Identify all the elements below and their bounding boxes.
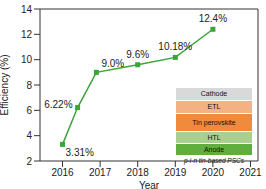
html-text:HTL: HTL xyxy=(207,134,221,141)
svg-text:3.31%: 3.31% xyxy=(66,147,94,158)
svg-text:2: 2 xyxy=(26,156,32,167)
html-text:Cathode: Cathode xyxy=(200,90,228,97)
svg-text:10: 10 xyxy=(21,54,33,65)
svg-text:2020: 2020 xyxy=(202,167,225,178)
svg-text:4: 4 xyxy=(26,130,32,141)
svg-text:10.18%: 10.18% xyxy=(158,41,192,52)
html-text:Tin perovskite: Tin perovskite xyxy=(192,119,236,126)
svg-text:12.4%: 12.4% xyxy=(199,13,227,24)
svg-text:2019: 2019 xyxy=(164,167,187,178)
svg-text:2021: 2021 xyxy=(239,167,258,178)
svg-text:2016: 2016 xyxy=(51,167,74,178)
svg-text:Year: Year xyxy=(139,180,160,189)
svg-text:Efficiency (%): Efficiency (%) xyxy=(8,55,10,116)
svg-text:9.0%: 9.0% xyxy=(101,58,124,69)
svg-text:14: 14 xyxy=(21,4,33,15)
svg-text:2018: 2018 xyxy=(127,167,150,178)
svg-text:6: 6 xyxy=(26,105,32,116)
svg-text:6.22%: 6.22% xyxy=(44,99,72,110)
svg-text:2017: 2017 xyxy=(89,167,112,178)
html-text:Anode: Anode xyxy=(203,146,225,153)
html-text:p-i-n tin-based PSCs: p-i-n tin-based PSCs xyxy=(184,157,244,164)
html-text:ETL: ETL xyxy=(207,103,221,110)
svg-text:8: 8 xyxy=(26,80,32,91)
svg-text:9.6%: 9.6% xyxy=(126,49,149,60)
svg-text:12: 12 xyxy=(21,29,33,40)
